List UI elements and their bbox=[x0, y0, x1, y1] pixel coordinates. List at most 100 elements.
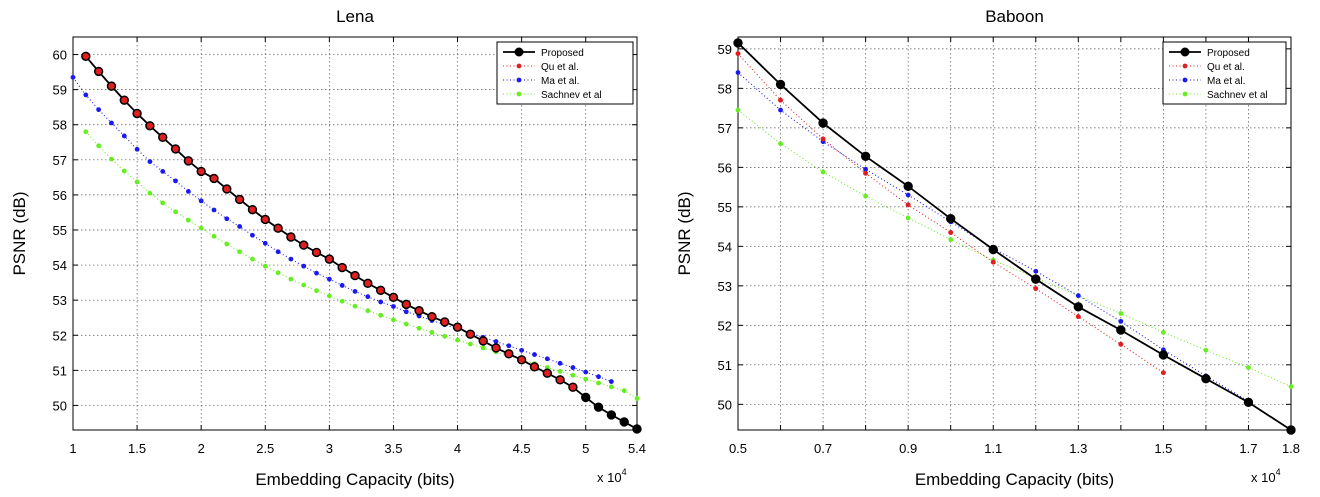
data-point bbox=[1118, 318, 1124, 324]
data-point bbox=[519, 347, 525, 353]
y-tick-label: 52 bbox=[718, 318, 732, 333]
data-point bbox=[570, 372, 576, 378]
data-point bbox=[454, 323, 461, 331]
data-point bbox=[820, 136, 826, 142]
data-point bbox=[314, 270, 319, 276]
data-point bbox=[479, 337, 487, 345]
data-point bbox=[863, 193, 869, 199]
data-point bbox=[735, 107, 741, 113]
data-point bbox=[198, 225, 204, 231]
data-point bbox=[210, 175, 218, 182]
data-point bbox=[198, 198, 204, 204]
data-point bbox=[197, 168, 205, 175]
data-point bbox=[945, 213, 956, 224]
data-point bbox=[544, 356, 550, 362]
x-tick-label: 0.5 bbox=[729, 441, 747, 456]
data-point bbox=[544, 369, 551, 377]
legend-marker bbox=[516, 63, 522, 69]
data-point bbox=[262, 240, 268, 246]
legend-entry: Sachnev et al bbox=[541, 90, 602, 101]
data-point bbox=[467, 341, 473, 347]
data-point bbox=[518, 356, 525, 364]
legend-entry: Ma et al. bbox=[1207, 76, 1245, 87]
y-tick-label: 55 bbox=[718, 200, 732, 215]
data-point bbox=[262, 263, 268, 269]
x-multiplier: x 104 bbox=[597, 467, 627, 485]
data-point bbox=[863, 166, 869, 172]
data-point bbox=[948, 237, 954, 243]
data-point bbox=[70, 74, 76, 80]
data-point bbox=[569, 383, 577, 391]
data-point bbox=[990, 259, 996, 265]
data-point bbox=[1033, 286, 1039, 291]
data-point bbox=[185, 217, 191, 223]
data-point bbox=[619, 417, 629, 427]
data-point bbox=[455, 337, 460, 343]
data-point bbox=[224, 241, 230, 247]
data-point bbox=[249, 206, 256, 213]
y-tick-label: 56 bbox=[718, 160, 732, 175]
data-point bbox=[378, 299, 384, 305]
data-point bbox=[287, 233, 295, 241]
data-point bbox=[160, 200, 166, 206]
x-multiplier: x 104 bbox=[1251, 467, 1281, 485]
data-point bbox=[606, 410, 617, 420]
legend-marker bbox=[1180, 47, 1190, 57]
x-tick-label: 1.8 bbox=[1282, 441, 1300, 456]
data-point bbox=[275, 249, 281, 255]
data-point bbox=[288, 256, 294, 262]
data-point bbox=[262, 216, 269, 223]
data-point bbox=[1160, 330, 1166, 335]
data-point bbox=[211, 233, 217, 239]
data-point bbox=[428, 313, 436, 320]
data-point bbox=[185, 188, 191, 194]
data-point bbox=[608, 379, 614, 384]
data-point bbox=[903, 181, 913, 192]
x-multiplier-exponent: 4 bbox=[1276, 467, 1281, 477]
data-point bbox=[583, 369, 589, 375]
y-axis-label: PSNR (dB) bbox=[10, 191, 29, 275]
data-point bbox=[441, 318, 448, 326]
chart-title: Lena bbox=[336, 7, 374, 26]
data-point bbox=[108, 82, 115, 90]
data-point bbox=[121, 168, 127, 174]
data-point bbox=[352, 303, 358, 309]
data-point bbox=[775, 79, 786, 90]
data-point bbox=[250, 232, 255, 238]
data-point bbox=[948, 230, 954, 235]
data-point bbox=[159, 134, 166, 141]
data-point bbox=[733, 38, 743, 48]
x-tick-label: 1 bbox=[69, 441, 76, 456]
data-point bbox=[351, 272, 359, 279]
data-point bbox=[365, 308, 371, 314]
data-point bbox=[557, 360, 563, 366]
data-point bbox=[121, 133, 127, 139]
data-point bbox=[133, 110, 141, 117]
legend-entry: Sachnev et al bbox=[1207, 90, 1268, 101]
data-point bbox=[109, 156, 114, 162]
data-point bbox=[429, 330, 435, 335]
data-point bbox=[377, 287, 384, 294]
data-point bbox=[82, 53, 90, 60]
x-multiplier-exponent: 4 bbox=[622, 467, 627, 477]
data-point bbox=[1075, 293, 1081, 299]
data-point bbox=[583, 376, 589, 382]
data-point bbox=[818, 118, 828, 128]
data-point bbox=[778, 141, 783, 147]
chart-baboon: Baboon 0.5 0.7 0.9 1.1 1.3 1.5 1.7 1.8 50 51 52 53 54… bbox=[675, 7, 1300, 489]
data-point bbox=[339, 298, 345, 304]
data-point bbox=[608, 384, 614, 390]
data-point bbox=[1288, 384, 1294, 389]
data-point bbox=[83, 92, 89, 98]
data-point bbox=[1203, 347, 1209, 353]
x-tick-label: 5 bbox=[582, 441, 589, 456]
y-tick-label: 57 bbox=[53, 153, 67, 168]
y-tick-label: 52 bbox=[53, 328, 67, 343]
data-point bbox=[820, 169, 826, 175]
data-point bbox=[390, 294, 397, 301]
data-point bbox=[338, 264, 346, 271]
data-point bbox=[1201, 373, 1211, 384]
data-point bbox=[1118, 341, 1124, 347]
data-point bbox=[147, 190, 153, 196]
